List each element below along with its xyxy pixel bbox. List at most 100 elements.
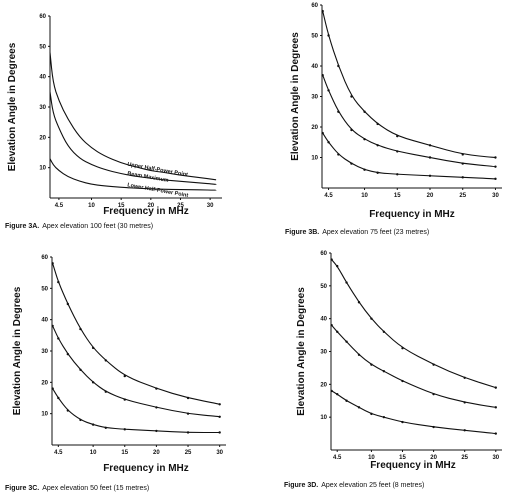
x-tick-label: 10 [90, 450, 97, 456]
data-point [382, 370, 386, 373]
y-axis-label: Elevation Angle in Degrees [290, 32, 301, 161]
data-point [66, 302, 70, 306]
data-point [494, 432, 497, 435]
x-tick-label: 10 [361, 193, 368, 199]
y-tick-label: 20 [41, 380, 48, 386]
data-point [432, 363, 435, 366]
data-point [155, 429, 158, 433]
data-point [327, 34, 330, 37]
x-tick-label: 4.5 [333, 455, 342, 461]
x-tick-label: 10 [88, 203, 95, 209]
data-point [51, 262, 54, 265]
data-point [396, 150, 399, 153]
y-tick-label: 50 [41, 286, 48, 292]
figure-caption-text: Apex elevation 75 feet (23 metres) [322, 229, 429, 236]
series-line-1 [331, 259, 496, 389]
y-tick-label: 30 [39, 105, 46, 111]
data-point [345, 281, 348, 284]
data-point [494, 406, 497, 409]
y-tick-label: 40 [41, 318, 48, 324]
data-point [376, 122, 379, 126]
data-point [79, 327, 82, 331]
series-line-2 [322, 74, 497, 168]
y-tick-label: 10 [41, 412, 48, 418]
data-point [321, 73, 324, 77]
y-tick-label: 20 [39, 135, 46, 141]
x-tick-label: 15 [394, 193, 401, 199]
figure-caption: Figure 3C. Apex elevation 50 feet (15 met… [5, 485, 149, 492]
figure-caption-label: Figure 3B. [285, 229, 319, 236]
data-point [382, 330, 386, 333]
x-tick-label: 25 [185, 450, 192, 456]
data-point [336, 264, 339, 268]
x-tick-label: 20 [153, 450, 160, 456]
data-point [330, 389, 333, 393]
data-point [350, 162, 353, 165]
data-point [376, 171, 379, 174]
data-point [186, 431, 190, 434]
data-point [401, 347, 404, 350]
data-point [370, 412, 373, 416]
data-point [357, 406, 361, 409]
y-tick-label: 30 [311, 95, 318, 101]
x-tick-label: 25 [177, 203, 184, 209]
x-tick-label: 25 [461, 455, 468, 461]
data-point [363, 110, 366, 113]
data-point [51, 387, 54, 390]
data-point [494, 165, 497, 168]
x-tick-label: 20 [147, 203, 154, 209]
y-tick-label: 50 [320, 284, 327, 290]
data-point [357, 301, 361, 304]
data-point [51, 324, 54, 328]
x-tick-label: 10 [368, 455, 375, 461]
data-point [376, 144, 379, 147]
figure-caption-label: Figure 3D. [284, 482, 318, 489]
data-point [337, 153, 340, 156]
data-point [357, 353, 361, 356]
y-tick-label: 60 [41, 255, 48, 261]
y-tick-label: 50 [39, 44, 46, 50]
data-point [461, 176, 464, 179]
data-point [79, 418, 82, 422]
chart-a: 10 20 30 40 50 60 4.5 10 15 20 25 30 Elevation Angle… [5, 14, 222, 230]
y-tick-label: 10 [311, 156, 318, 162]
figure-caption: Figure 3A. Apex elevation 100 feet (30 me… [5, 223, 153, 230]
data-point [66, 409, 70, 412]
data-point [91, 346, 95, 350]
data-point [428, 156, 432, 159]
y-axis-label: Elevation Angle in Degrees [7, 42, 18, 171]
data-point [401, 379, 404, 383]
data-point [337, 64, 340, 68]
data-point [218, 403, 221, 406]
data-point [363, 138, 366, 141]
data-point [382, 415, 386, 419]
figure-caption-text: Apex elevation 50 feet (15 metres) [42, 485, 149, 492]
y-tick-label: 60 [320, 251, 327, 257]
figure-caption-label: Figure 3A. [5, 223, 39, 230]
y-tick-label: 10 [320, 415, 327, 421]
chart-b: 10 20 30 40 50 60 4.5 10 15 20 25 30 Elevation Angle… [285, 3, 502, 236]
series-line-2 [331, 324, 497, 408]
x-tick-label: 30 [216, 450, 223, 456]
y-tick-label: 40 [39, 75, 46, 81]
y-tick-label: 60 [311, 3, 318, 9]
data-point [345, 340, 348, 343]
data-point [461, 162, 464, 165]
data-point [350, 95, 353, 98]
data-point [91, 423, 95, 426]
data-point [363, 168, 366, 171]
chart-d: 10 20 30 40 50 60 4.5 10 15 20 25 30 Elevation Angle… [284, 251, 502, 489]
data-point [57, 280, 60, 284]
x-tick-label: 4.5 [324, 193, 333, 199]
data-point [336, 330, 339, 333]
chart-c: 10 20 30 40 50 60 4.5 10 15 20 25 30 Elevation Angle… [5, 255, 226, 492]
figure-caption-text: Apex elevation 25 feet (8 metres) [321, 482, 424, 489]
data-point [123, 374, 126, 378]
data-point [186, 396, 190, 400]
series-line-3 [52, 388, 221, 434]
data-point [104, 426, 107, 429]
data-point [396, 173, 399, 176]
figure-caption: Figure 3D. Apex elevation 25 feet (8 metr… [284, 482, 424, 489]
x-tick-label: 30 [492, 193, 499, 199]
data-point [321, 9, 324, 13]
